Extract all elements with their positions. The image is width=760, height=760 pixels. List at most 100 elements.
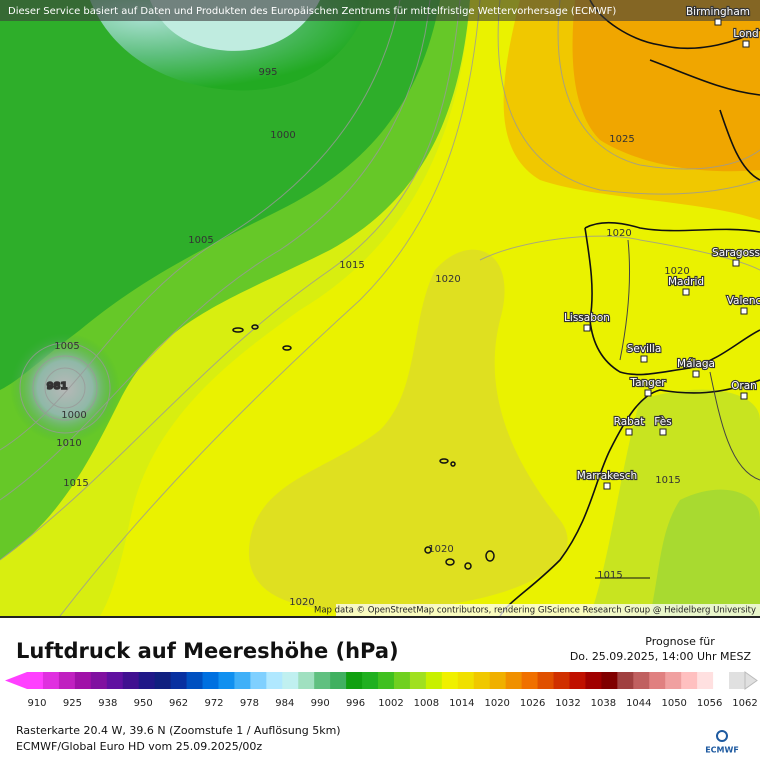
scale-tick-label: 962 xyxy=(169,698,188,709)
scale-tick-label: 972 xyxy=(204,698,223,709)
color-swatch xyxy=(234,672,251,689)
logo: ECMWF xyxy=(705,746,739,755)
isobar-label: 1020 xyxy=(606,228,631,239)
color-swatch xyxy=(553,672,570,689)
isobar-label: 995 xyxy=(258,67,277,78)
color-swatch xyxy=(729,672,746,689)
place-marker xyxy=(714,18,722,26)
color-swatch xyxy=(409,672,427,689)
place-label: Fès xyxy=(654,416,671,428)
color-swatch xyxy=(681,672,698,689)
isobar-label: 1000 xyxy=(270,130,295,141)
scale-tick-label: 910 xyxy=(27,698,46,709)
isobar-label: 1020 xyxy=(664,266,689,277)
color-swatch xyxy=(441,672,459,689)
scale-tick-label: 1008 xyxy=(414,698,439,709)
place-label: Rabat xyxy=(614,416,645,428)
map: Dieser Service basiert auf Daten und Pro… xyxy=(0,0,760,616)
place-marker xyxy=(742,40,750,48)
color-swatch xyxy=(58,672,76,689)
place-label: Birmingham xyxy=(686,6,750,18)
color-swatch xyxy=(170,672,188,689)
model-info: ECMWF/Global Euro HD vom 25.09.2025/00z xyxy=(16,740,262,753)
service-notice: Dieser Service basiert auf Daten und Pro… xyxy=(8,6,616,17)
place-marker xyxy=(682,288,690,296)
color-swatch xyxy=(266,672,283,689)
color-swatch xyxy=(250,672,267,689)
color-swatch xyxy=(42,672,60,689)
place-marker xyxy=(740,307,748,315)
color-swatch xyxy=(154,672,172,689)
color-swatch xyxy=(601,672,618,689)
color-swatch xyxy=(649,672,666,689)
color-swatch xyxy=(697,672,714,689)
place-label: Saragoss xyxy=(712,247,760,259)
scale-tick-label: 996 xyxy=(346,698,365,709)
scale-tick-label: 1032 xyxy=(555,698,580,709)
isobar-label: 1020 xyxy=(435,274,460,285)
scale-arrow-left xyxy=(5,672,27,689)
place-label: Madrid xyxy=(668,276,704,288)
map-attribution: Map data © OpenStreetMap contributors, r… xyxy=(314,606,756,616)
color-swatch xyxy=(106,672,124,689)
place-marker xyxy=(603,482,611,490)
place-label: Tanger xyxy=(629,377,666,389)
logo-icon xyxy=(716,730,728,742)
color-swatch xyxy=(457,672,475,689)
place-marker xyxy=(583,324,591,332)
isobar-label: 1020 xyxy=(289,597,314,608)
scale-tick-label: 1020 xyxy=(484,698,509,709)
place-marker xyxy=(659,428,667,436)
place-label: Sevilla xyxy=(627,343,662,355)
color-swatch xyxy=(425,672,443,689)
scale-tick-label: 1002 xyxy=(378,698,403,709)
color-swatch xyxy=(473,672,491,689)
place-label: Málaga xyxy=(677,358,715,370)
scale-tick-label: 990 xyxy=(311,698,330,709)
isobar-label: 1000 xyxy=(61,410,86,421)
place-label: Valenc xyxy=(727,295,760,307)
scale-tick-label: 1014 xyxy=(449,698,474,709)
notice-bar xyxy=(0,0,760,21)
scale-tick-label: 978 xyxy=(240,698,259,709)
color-swatch xyxy=(346,672,363,689)
scale-tick-label: 1050 xyxy=(661,698,686,709)
color-swatch xyxy=(362,672,379,689)
legend-title: Luftdruck auf Meereshöhe (hPa) xyxy=(16,639,399,663)
scale-tick-label: 1026 xyxy=(520,698,545,709)
place-marker xyxy=(640,355,648,363)
color-swatch xyxy=(314,672,331,689)
isobar-label: 1010 xyxy=(56,438,81,449)
isobar-label: 1015 xyxy=(63,478,88,489)
color-swatch xyxy=(505,672,523,689)
place-label: Oran xyxy=(731,380,757,392)
scale-tick-label: 984 xyxy=(275,698,294,709)
place-marker xyxy=(692,370,700,378)
scale-tick-label: 1056 xyxy=(697,698,722,709)
isobar-label: 1020 xyxy=(428,544,453,555)
scale-tick-label: 1038 xyxy=(591,698,616,709)
color-swatch xyxy=(617,672,634,689)
place-marker xyxy=(740,392,748,400)
color-swatch xyxy=(537,672,555,689)
color-swatch xyxy=(713,672,730,689)
isobar-label: 1015 xyxy=(597,570,622,581)
color-swatch xyxy=(633,672,650,689)
color-swatch xyxy=(393,672,411,689)
place-marker xyxy=(732,259,740,267)
color-swatch xyxy=(202,672,219,689)
color-swatch xyxy=(665,672,682,689)
isobar-label: 1015 xyxy=(655,475,680,486)
attribution-bg xyxy=(336,604,760,616)
color-swatch xyxy=(569,672,586,689)
isobar-label: 1025 xyxy=(609,134,634,145)
raster-info: Rasterkarte 20.4 W, 39.6 N (Zoomstufe 1 … xyxy=(16,724,341,737)
scale-arrow-right xyxy=(744,671,758,690)
place-label: Marrakesch xyxy=(577,470,637,482)
low-center-label: 981 xyxy=(47,381,68,392)
color-swatch xyxy=(186,672,204,689)
color-swatch xyxy=(122,672,140,689)
color-swatch xyxy=(378,672,395,689)
